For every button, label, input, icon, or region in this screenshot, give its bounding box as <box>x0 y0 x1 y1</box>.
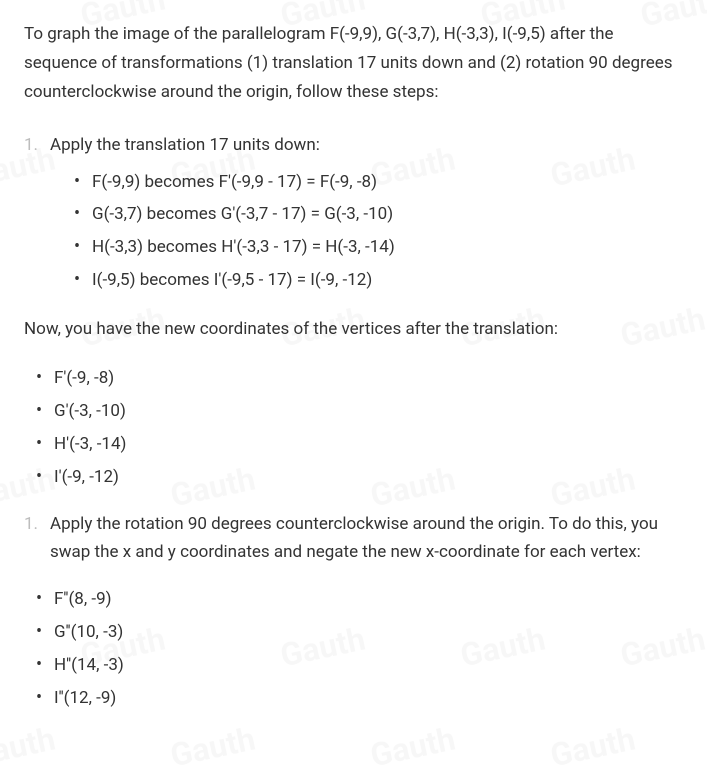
step-1-text: Apply the translation 17 units down: <box>50 131 683 160</box>
list-item: • F(-9,9) becomes F'(-9,9 - 17) = F(-9, … <box>74 168 683 197</box>
rotated-bullets: • F''(8, -9) • G''(10, -3) • H''(14, -3)… <box>24 585 683 713</box>
bullet-text: H'(-3, -14) <box>54 430 683 459</box>
bullet-text: I'(-9, -12) <box>54 463 683 492</box>
bullet-icon: • <box>36 397 54 424</box>
step-1-number: 1. <box>24 131 44 160</box>
bullet-icon: • <box>36 684 54 711</box>
watermark-text: Gauth <box>0 712 60 783</box>
list-item: • G(-3,7) becomes G'(-3,7 - 17) = G(-3, … <box>74 200 683 229</box>
list-item: • G''(10, -3) <box>36 618 683 647</box>
step-2-number: 1. <box>24 510 44 568</box>
bullet-text: G''(10, -3) <box>54 618 683 647</box>
bullet-icon: • <box>74 168 92 195</box>
list-item: • I(-9,5) becomes I'(-9,5 - 17) = I(-9, … <box>74 266 683 295</box>
step-1: 1. Apply the translation 17 units down: <box>24 131 683 160</box>
bullet-text: G(-3,7) becomes G'(-3,7 - 17) = G(-3, -1… <box>92 200 683 229</box>
bullet-icon: • <box>36 430 54 457</box>
list-item: • H'(-3, -14) <box>36 430 683 459</box>
bullet-text: G'(-3, -10) <box>54 397 683 426</box>
bullet-icon: • <box>36 364 54 391</box>
intro-paragraph: To graph the image of the parallelogram … <box>24 20 683 107</box>
list-item: • G'(-3, -10) <box>36 397 683 426</box>
translated-bullets: • F'(-9, -8) • G'(-3, -10) • H'(-3, -14)… <box>24 364 683 492</box>
document-content: To graph the image of the parallelogram … <box>24 20 683 713</box>
bullet-text: H(-3,3) becomes H'(-3,3 - 17) = H(-3, -1… <box>92 233 683 262</box>
watermark-text: Gauth <box>365 712 460 783</box>
bullet-text: I(-9,5) becomes I'(-9,5 - 17) = I(-9, -1… <box>92 266 683 295</box>
bullet-icon: • <box>36 618 54 645</box>
bullet-icon: • <box>74 266 92 293</box>
step-2: 1. Apply the rotation 90 degrees counter… <box>24 510 683 568</box>
bullet-text: I''(12, -9) <box>54 684 683 713</box>
watermark-text: Gauth <box>165 712 260 783</box>
bullet-text: F''(8, -9) <box>54 585 683 614</box>
list-item: • F'(-9, -8) <box>36 364 683 393</box>
step-1-bullets: • F(-9,9) becomes F'(-9,9 - 17) = F(-9, … <box>24 168 683 296</box>
bullet-icon: • <box>74 200 92 227</box>
watermark-text: Gauth <box>545 712 640 783</box>
bullet-text: F'(-9, -8) <box>54 364 683 393</box>
bullet-icon: • <box>36 651 54 678</box>
mid-paragraph: Now, you have the new coordinates of the… <box>24 315 683 344</box>
bullet-icon: • <box>36 585 54 612</box>
list-item: • H''(14, -3) <box>36 651 683 680</box>
step-2-text: Apply the rotation 90 degrees counterclo… <box>50 510 683 568</box>
list-item: • I'(-9, -12) <box>36 463 683 492</box>
list-item: • F''(8, -9) <box>36 585 683 614</box>
bullet-icon: • <box>36 463 54 490</box>
list-item: • H(-3,3) becomes H'(-3,3 - 17) = H(-3, … <box>74 233 683 262</box>
bullet-text: F(-9,9) becomes F'(-9,9 - 17) = F(-9, -8… <box>92 168 683 197</box>
bullet-text: H''(14, -3) <box>54 651 683 680</box>
list-item: • I''(12, -9) <box>36 684 683 713</box>
bullet-icon: • <box>74 233 92 260</box>
